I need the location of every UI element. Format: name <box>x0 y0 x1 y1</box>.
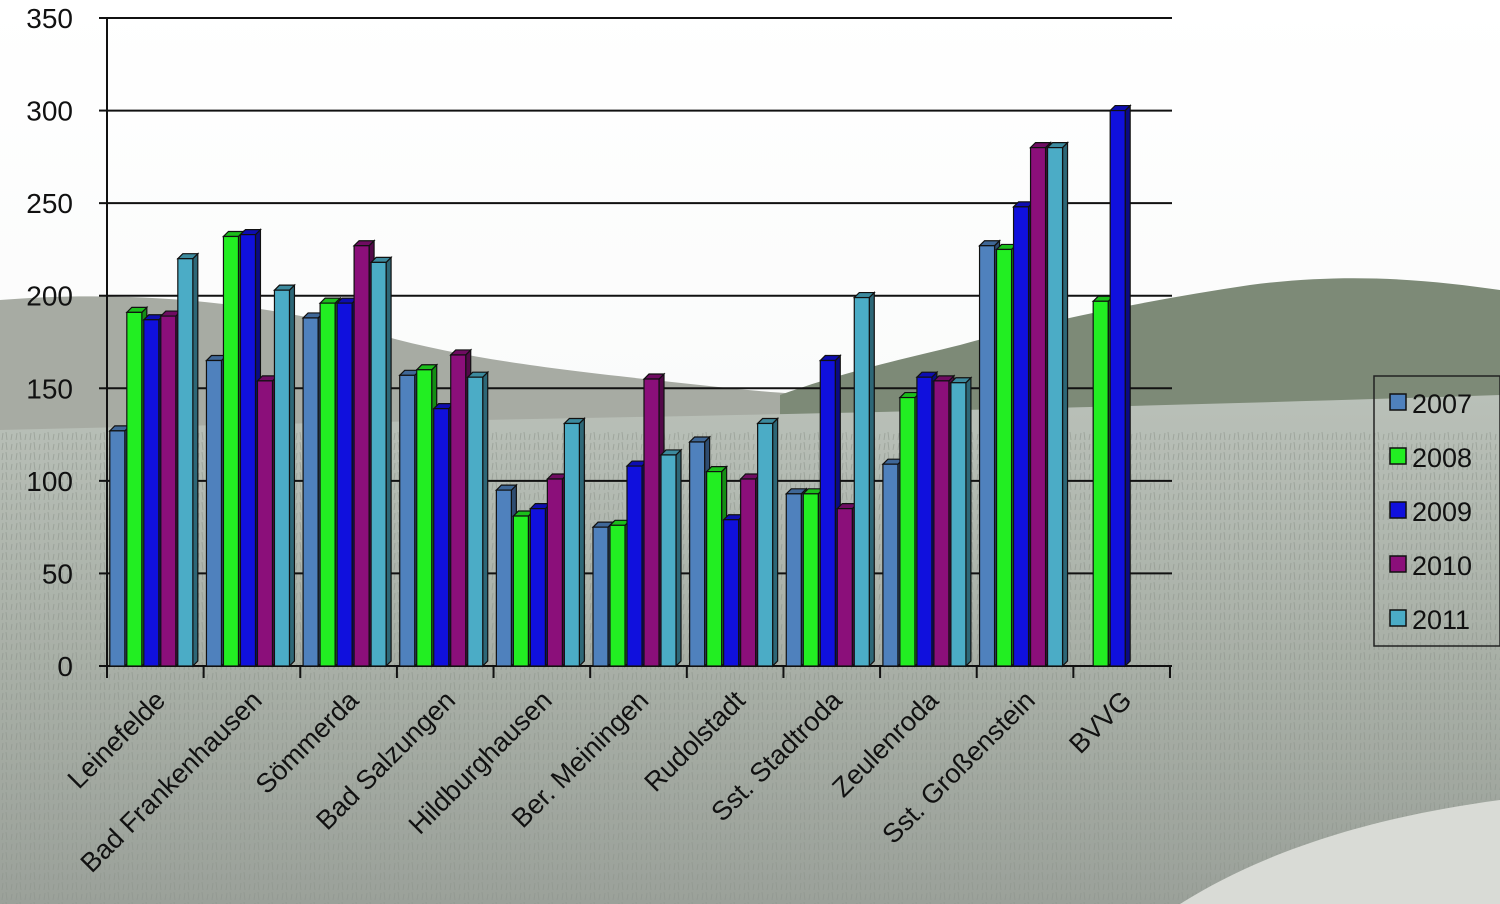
bar-side <box>192 252 199 668</box>
bar-side <box>868 291 875 668</box>
bar-front <box>319 302 336 667</box>
bar-front <box>370 261 387 667</box>
bar-front <box>1012 206 1030 667</box>
bar-side <box>288 283 296 668</box>
bar-front <box>1029 147 1047 667</box>
bar-front <box>1092 300 1109 667</box>
bar-front <box>689 441 706 667</box>
bar-front <box>126 311 143 667</box>
legend-label: 2010 <box>1412 551 1472 581</box>
bar-front <box>757 422 774 667</box>
bar-front <box>495 489 512 667</box>
bar-side <box>482 370 489 668</box>
bar-front <box>416 369 433 667</box>
bar <box>705 465 729 668</box>
bar <box>1108 104 1132 668</box>
bar-front <box>529 508 546 667</box>
legend-label: 2008 <box>1412 443 1472 473</box>
bar-side <box>1124 104 1131 668</box>
y-tick-label: 50 <box>42 558 73 589</box>
bar-front <box>177 258 194 667</box>
bar-side <box>965 376 972 668</box>
y-tick-label: 100 <box>26 466 73 497</box>
bar-front <box>950 382 967 667</box>
bar-front <box>740 478 757 667</box>
bar-front <box>916 376 933 667</box>
bar-front <box>450 354 467 667</box>
bar-side <box>675 448 682 668</box>
bar-front <box>563 422 580 667</box>
bar <box>273 283 296 668</box>
bar-front <box>467 376 484 667</box>
bar-front <box>109 430 126 667</box>
bar-front <box>643 378 660 667</box>
bar-side <box>1061 141 1069 668</box>
bar-front <box>626 465 643 667</box>
bar <box>466 370 490 668</box>
bar-front <box>1109 109 1126 667</box>
bar-front <box>399 374 416 667</box>
bar-front <box>592 526 609 667</box>
path-ground <box>1180 800 1500 904</box>
bar-side <box>385 255 392 668</box>
bar <box>818 354 842 668</box>
bar-front <box>222 235 240 667</box>
y-tick-label: 0 <box>57 651 73 682</box>
bar-front <box>239 234 257 667</box>
bar-front <box>609 524 626 667</box>
legend-swatch <box>1389 393 1407 411</box>
bar-front <box>302 317 319 667</box>
bar-front <box>836 508 853 667</box>
bar-front <box>273 289 291 667</box>
legend-label: 2011 <box>1412 605 1470 635</box>
y-tick-label: 300 <box>26 96 73 127</box>
legend-box <box>1373 375 1500 647</box>
legend-swatch <box>1389 447 1407 465</box>
y-tick-label: 200 <box>26 281 73 312</box>
bar-front <box>933 380 950 667</box>
bar <box>659 448 683 668</box>
bar-front <box>1046 147 1064 667</box>
bar-front <box>512 515 529 667</box>
bar-front <box>706 471 723 667</box>
bar <box>1046 141 1069 668</box>
bar-front <box>205 359 223 667</box>
bar-front <box>785 493 802 667</box>
legend-swatch <box>1389 501 1407 519</box>
bar-front <box>978 245 996 667</box>
y-tick-label: 350 <box>26 3 73 34</box>
legend-swatch <box>1389 555 1407 573</box>
bar-front <box>353 245 370 667</box>
bar-front <box>819 359 836 667</box>
bar <box>176 252 200 668</box>
legend: 2007 2008 2009 2010 2011 <box>1373 375 1500 647</box>
bar-front <box>256 380 274 667</box>
bar-front <box>853 296 870 667</box>
bar <box>756 417 780 668</box>
bar-front <box>660 454 677 667</box>
bar <box>949 376 973 668</box>
bar <box>369 255 393 668</box>
bar <box>562 417 586 668</box>
legend-label: 2007 <box>1412 389 1472 419</box>
bar-front <box>546 478 563 667</box>
legend-swatch <box>1389 609 1407 627</box>
bar-front <box>995 248 1013 667</box>
bar-front <box>143 319 160 667</box>
bar-front <box>336 302 353 667</box>
bar-front <box>433 408 450 667</box>
y-tick-label: 150 <box>26 373 73 404</box>
bar <box>852 291 876 668</box>
bar-front <box>160 315 177 667</box>
legend-label: 2009 <box>1412 497 1472 527</box>
bar-side <box>772 417 779 668</box>
y-tick-label: 250 <box>26 188 73 219</box>
bar-front <box>882 463 899 667</box>
bar-front <box>723 519 740 667</box>
bar-front <box>899 396 916 667</box>
bar-front <box>802 493 819 667</box>
bar-side <box>578 417 585 668</box>
